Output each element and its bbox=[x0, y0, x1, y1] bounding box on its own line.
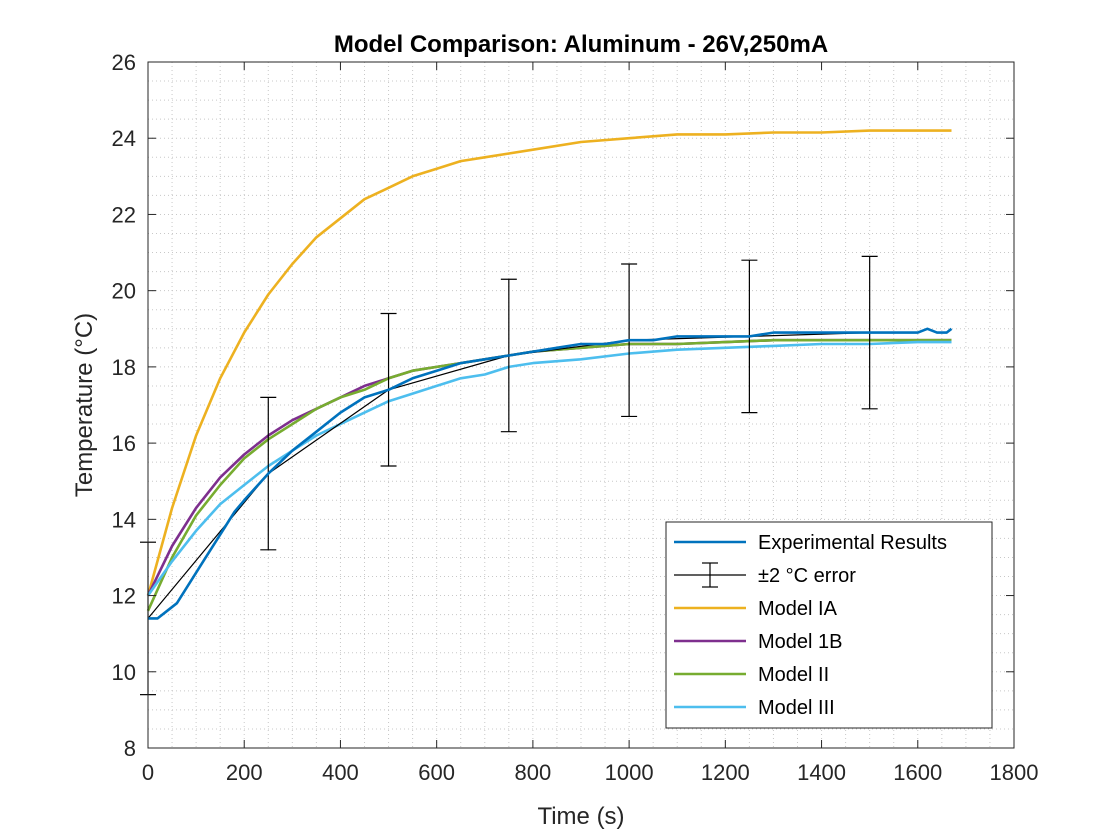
y-tick-label: 10 bbox=[112, 660, 136, 685]
y-tick-label: 12 bbox=[112, 584, 136, 609]
x-axis-label: Time (s) bbox=[537, 803, 624, 830]
series-5 bbox=[146, 340, 952, 597]
x-tick-label: 600 bbox=[418, 760, 455, 785]
x-tick-label: 0 bbox=[142, 760, 154, 785]
legend-entry: Model IA bbox=[674, 598, 838, 620]
x-tick-label: 1800 bbox=[990, 760, 1039, 785]
axes bbox=[147, 61, 1015, 749]
chart-title: Model Comparison: Aluminum - 26V,250mA bbox=[334, 31, 828, 58]
ticks: 0 200 400 600 800 1000 1200 1400 1600 1800 8 10 12 14… bbox=[112, 50, 1039, 785]
series-line bbox=[146, 338, 952, 612]
series-line bbox=[148, 327, 953, 620]
y-tick-label: 26 bbox=[112, 50, 136, 75]
y-tick-label: 22 bbox=[112, 202, 136, 227]
legend-label: Experimental Results bbox=[758, 532, 947, 554]
legend-label: Model III bbox=[758, 697, 835, 719]
series-layer bbox=[140, 129, 953, 696]
y-tick-label: 16 bbox=[112, 431, 136, 456]
legend-label: ±2 °C error bbox=[758, 565, 856, 587]
x-tick-label: 400 bbox=[322, 760, 359, 785]
legend-entry: Model II bbox=[674, 664, 829, 686]
y-tick-label: 20 bbox=[112, 279, 136, 304]
legend-entry: Model III bbox=[674, 697, 835, 719]
series-line bbox=[146, 340, 952, 597]
y-tick-label: 18 bbox=[112, 355, 136, 380]
legend-entry: Experimental Results bbox=[674, 532, 947, 554]
legend-label: Model IA bbox=[758, 598, 838, 620]
x-tick-label: 800 bbox=[515, 760, 552, 785]
legend-entry: ±2 °C error bbox=[674, 562, 856, 588]
x-tick-label: 1000 bbox=[605, 760, 654, 785]
legend-entry: Model 1B bbox=[674, 631, 843, 653]
series-4 bbox=[146, 338, 952, 612]
y-tick-label: 14 bbox=[112, 507, 136, 532]
axes-box bbox=[147, 61, 1015, 749]
y-tick-label: 8 bbox=[124, 736, 136, 761]
legend: Experimental Results ±2 °C error Model IA M… bbox=[665, 521, 993, 729]
legend-box bbox=[665, 521, 993, 729]
legend-label: Model 1B bbox=[758, 631, 843, 653]
series-line bbox=[146, 129, 952, 596]
x-tick-label: 1400 bbox=[797, 760, 846, 785]
legend-label: Model II bbox=[758, 664, 829, 686]
x-tick-label: 200 bbox=[226, 760, 263, 785]
x-tick-label: 1200 bbox=[701, 760, 750, 785]
series-0 bbox=[148, 327, 953, 620]
y-axis-label: Temperature (°C) bbox=[71, 313, 98, 497]
series-2 bbox=[146, 129, 952, 596]
y-tick-label: 24 bbox=[112, 126, 136, 151]
x-tick-label: 1600 bbox=[893, 760, 942, 785]
